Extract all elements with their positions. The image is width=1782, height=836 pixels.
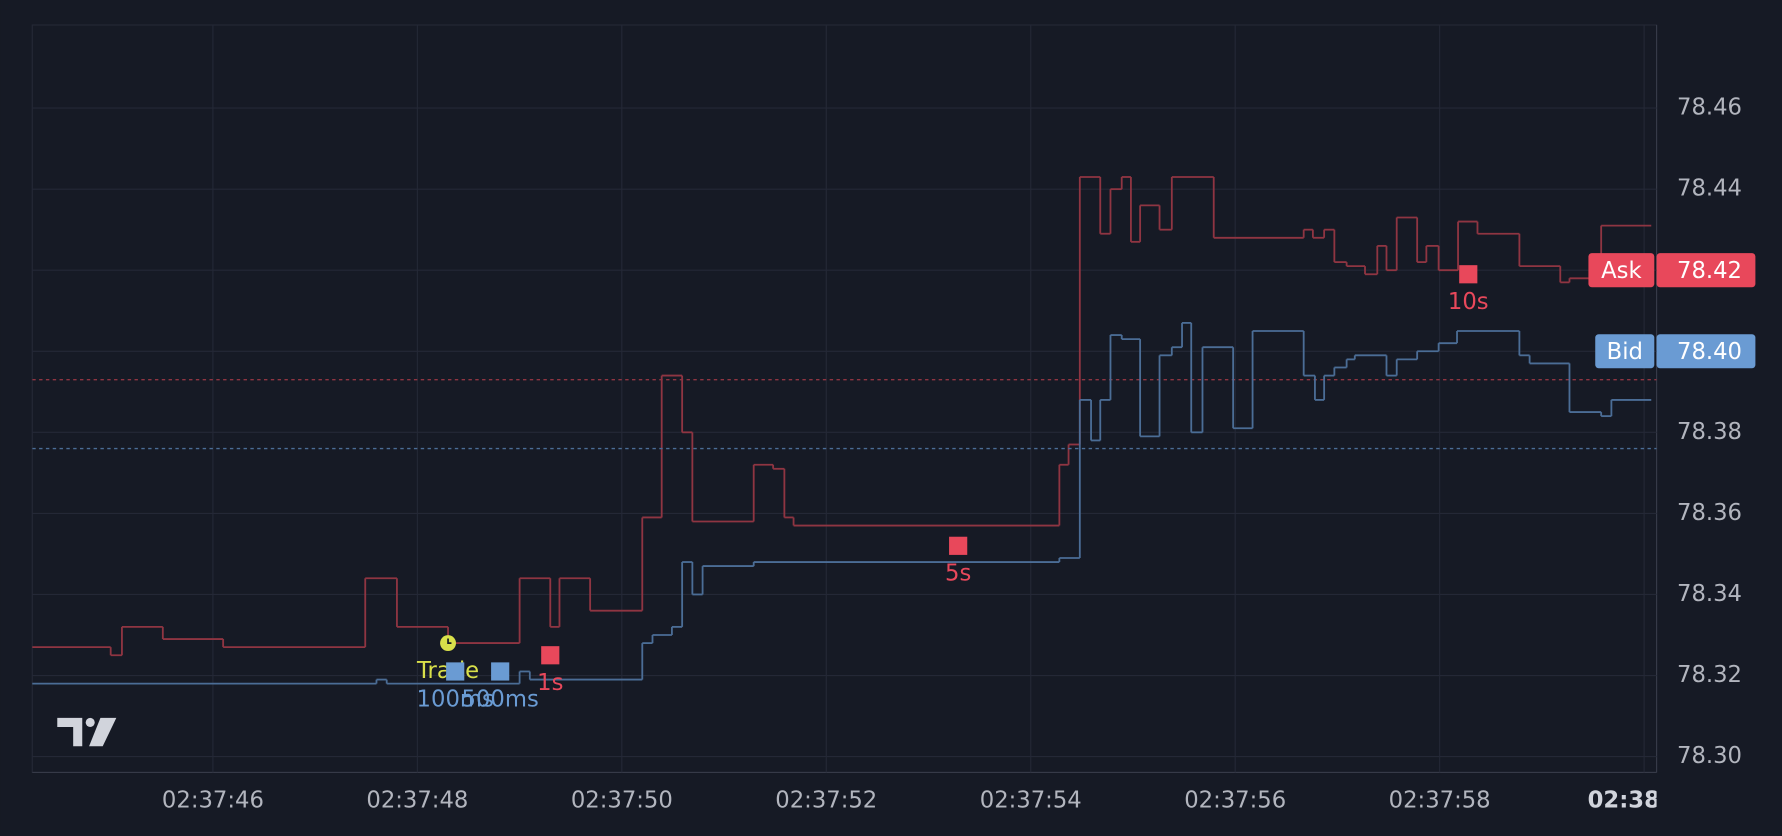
signal-marker [491,662,510,681]
marker-label: 100ms [417,686,494,712]
legend-label: Bid [1607,339,1643,365]
x-tick-label: 02:37:54 [980,787,1082,813]
marker-label: 500ms [462,686,539,712]
legend-badge [1595,334,1655,369]
x-axis: 02:37:46 02:37:48 02:37:50 02:37:52 02:37:54… [162,787,1701,813]
grid [32,24,1657,773]
plot [32,176,1657,685]
signal-marker [1459,265,1478,284]
price-badge-label: 78.40 [1677,339,1742,365]
y-axis: 78.30 78.32 78.34 78.36 78.38 78.40 78.42 78.44… [1677,95,1742,770]
x-tick-label: 02:37:46 [162,787,264,813]
y-tick-label: 78.44 [1677,176,1742,202]
step-connector [109,176,1603,656]
y-tick-label: 78.38 [1677,419,1742,445]
price-badge [1656,334,1756,369]
legend-label: Ask [1601,258,1642,284]
logo [57,717,117,747]
x-tick-label: 02:38:00 [1588,787,1701,813]
x-tick-label: 02:37:52 [775,787,877,813]
y-tick-label: 78.34 [1677,581,1742,607]
x-tick-label: 02:37:58 [1389,787,1491,813]
x-tick-label: 02:37:50 [571,787,673,813]
price-badge-label: 78.42 [1677,258,1742,284]
marker-label: 1s [537,670,563,696]
price-badge [1656,253,1756,288]
clock-hands [447,638,452,644]
y-tick-label: 78.46 [1677,95,1742,121]
marker-label: 5s [945,561,971,587]
x-tick-label: 02:37:48 [366,787,468,813]
signal-marker [446,662,465,681]
marker-label: 10s [1448,289,1489,315]
y-tick-label: 78.36 [1677,500,1742,526]
y-tick-label: 78.32 [1677,662,1742,688]
signal-marker [541,646,560,665]
signal-marker [949,536,968,555]
x-tick-label: 02:37:56 [1184,787,1286,813]
legend-badge [1588,253,1655,288]
step-connector [375,322,1613,684]
y-tick-label: 78.30 [1677,743,1742,769]
